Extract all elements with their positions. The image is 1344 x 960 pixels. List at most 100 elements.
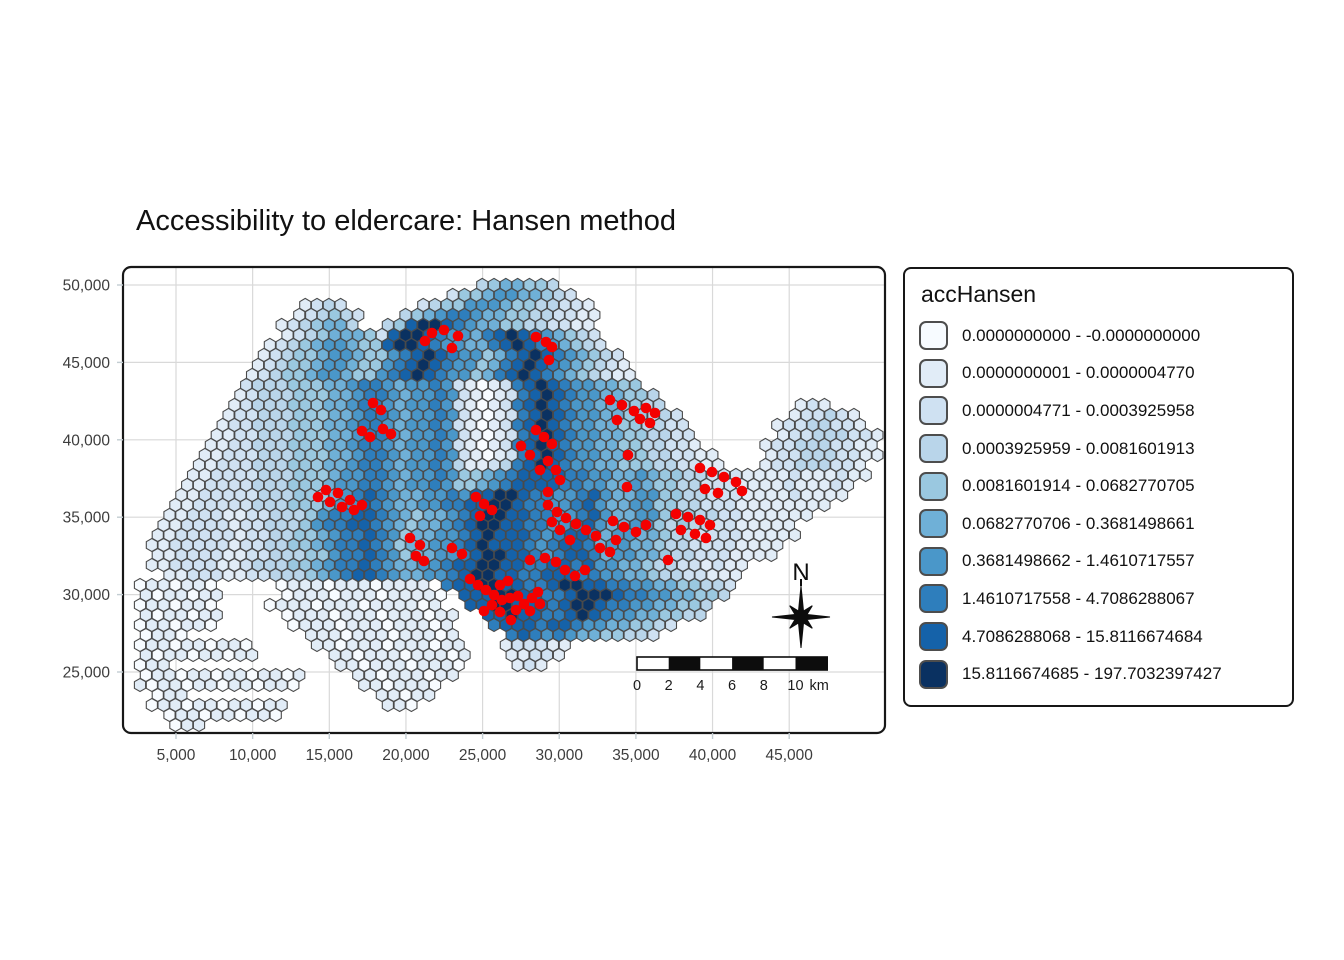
eldercare-dot — [560, 512, 572, 524]
scale-bar-label: 10 — [787, 678, 803, 694]
hex-cell — [251, 677, 265, 693]
hex-cell — [234, 707, 247, 723]
hex-cell — [269, 707, 282, 723]
eldercare-dot — [470, 491, 482, 503]
eldercare-dot — [640, 402, 652, 414]
hex-cell — [204, 677, 217, 693]
x-tick-label: 5,000 — [157, 747, 196, 764]
eldercare-dot — [530, 424, 542, 436]
eldercare-dot — [640, 519, 652, 531]
eldercare-dot — [604, 546, 616, 558]
y-tick-label: 35,000 — [63, 510, 111, 527]
eldercare-dot — [621, 481, 633, 493]
scale-bar: 0 2 4 6 8 10 km — [633, 656, 829, 694]
scale-bar-segment — [668, 657, 701, 670]
eldercare-dot — [414, 539, 426, 551]
eldercare-dot — [579, 564, 591, 576]
eldercare-dot — [580, 524, 592, 536]
legend-item-label: 0.0003925959 - 0.0081601913 — [962, 438, 1195, 458]
scale-bar-outline — [636, 656, 828, 671]
hex-cell — [788, 527, 801, 543]
eldercare-dot — [534, 464, 546, 476]
legend-item: 0.0682770706 - 0.3681498661 — [919, 505, 1292, 543]
scale-bar-label: 6 — [728, 678, 736, 694]
legend-swatch — [919, 659, 948, 689]
eldercare-dot — [634, 413, 646, 425]
eldercare-dot — [630, 526, 642, 538]
eldercare-dot — [505, 614, 517, 626]
eldercare-dot — [649, 407, 661, 419]
hex-cell — [192, 717, 206, 733]
hex-cell — [664, 617, 678, 633]
eldercare-dot — [670, 508, 682, 520]
eldercare-dot — [550, 464, 562, 476]
hex-cell — [133, 677, 147, 693]
eldercare-dot — [699, 483, 711, 495]
eldercare-dot — [480, 584, 492, 596]
hex-cell — [263, 597, 276, 613]
eldercare-dot — [682, 511, 694, 523]
hex-cell — [310, 637, 324, 653]
scale-bar-segment — [795, 657, 828, 670]
hex-cell — [381, 697, 394, 713]
north-arrow: N — [771, 559, 831, 649]
eldercare-dot — [472, 579, 484, 591]
hex-cell — [576, 627, 589, 643]
compass-star — [771, 585, 831, 649]
scale-bar-segment — [637, 657, 669, 670]
eldercare-dot — [404, 532, 416, 544]
hex-cell — [204, 617, 217, 633]
hex-cell — [405, 697, 418, 713]
hex-cell — [222, 707, 235, 723]
legend-title: accHansen — [921, 281, 1037, 307]
hex-cell — [287, 677, 300, 693]
hex-cell — [682, 607, 695, 623]
hex-cell — [635, 627, 648, 643]
hex-cell — [222, 567, 235, 583]
hex-cell — [871, 447, 884, 463]
eldercare-dot — [336, 501, 348, 513]
hex-cell — [765, 547, 778, 563]
eldercare-dot — [546, 438, 558, 450]
x-tick-label: 35,000 — [612, 747, 660, 764]
legend-item-label: 0.0000004771 - 0.0003925958 — [962, 400, 1195, 420]
legend-item: 0.0003925959 - 0.0081601913 — [919, 430, 1292, 468]
eldercare-dot — [438, 324, 450, 336]
eldercare-dot — [502, 575, 514, 587]
page-title: Accessibility to eldercare: Hansen metho… — [136, 205, 676, 237]
hex-cell — [647, 627, 660, 643]
legend-item-label: 0.0000000001 - 0.0000004770 — [962, 363, 1195, 383]
eldercare-dot — [504, 592, 516, 604]
legend-item: 0.0000004771 - 0.0003925958 — [919, 392, 1292, 430]
y-tick-label: 50,000 — [63, 278, 111, 295]
legend-swatch — [919, 396, 948, 426]
eldercare-dot — [478, 498, 490, 510]
hex-cell — [192, 677, 206, 693]
eldercare-dot — [356, 499, 368, 511]
hex-cell — [169, 717, 182, 733]
eldercare-dot — [532, 586, 544, 598]
eldercare-dot — [534, 598, 546, 610]
scale-bar-unit: km — [810, 678, 829, 694]
eldercare-dot — [538, 431, 550, 443]
hex-cell — [753, 547, 766, 563]
eldercare-dot — [689, 528, 701, 540]
eldercare-dot — [446, 542, 458, 554]
hex-cell — [186, 647, 200, 663]
hex-cell — [446, 667, 459, 683]
eldercare-dot — [356, 425, 368, 437]
eldercare-dot — [622, 449, 634, 461]
x-tick-label: 10,000 — [229, 747, 277, 764]
eldercare-dot — [512, 590, 524, 602]
scale-bar-label: 8 — [760, 678, 768, 694]
eldercare-dot — [456, 548, 468, 560]
eldercare-dot — [367, 397, 379, 409]
eldercare-dot — [530, 331, 542, 343]
scale-bar-segment — [732, 657, 764, 670]
eldercare-dot — [694, 462, 706, 474]
eldercare-dot — [718, 471, 730, 483]
eldercare-dot — [736, 485, 748, 497]
eldercare-dot — [494, 606, 506, 618]
hex-cell — [623, 627, 636, 643]
